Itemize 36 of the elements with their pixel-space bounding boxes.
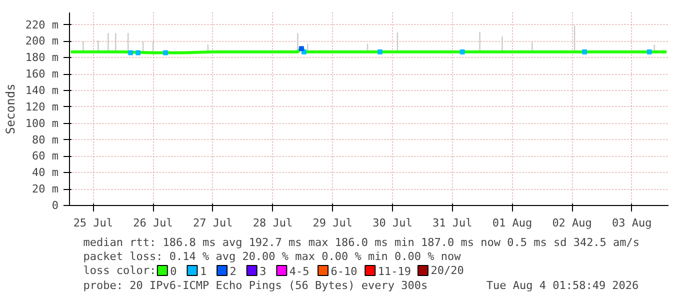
legend-label: 0 (170, 265, 177, 278)
text: median rtt: 186.8 ms avg 192.7 ms max 186.0 ms min 187.0 ms now 0.5 ms sd 342.5 am/s (83, 236, 640, 249)
y-tick-label: 60 m (32, 150, 59, 163)
y-tick-label: 220 m (25, 18, 59, 32)
y-tick-label: 80 m (32, 133, 59, 146)
x-tick-label: 27 Jul (193, 216, 233, 230)
legend-label: 2 (230, 265, 236, 278)
x-tick-label: 31 Jul (432, 216, 472, 230)
y-tick-label: 140 m (25, 84, 59, 98)
legend-label: 20/20 (430, 264, 464, 277)
legend-label: 4-5 (289, 265, 310, 278)
x-tick-label: 29 Jul (312, 216, 353, 230)
y-axis-title: Seconds (3, 84, 18, 134)
y-tick-label: 200 m (25, 34, 59, 48)
x-tick-label: 25 Jul (73, 216, 114, 230)
legend-label: 3 (260, 265, 266, 278)
x-tick-label: 01 Aug (492, 216, 532, 230)
x-tick-label: 02 Aug (552, 216, 592, 230)
y-tick-label: 100 m (25, 116, 59, 130)
y-tick-label: 160 m (25, 68, 59, 81)
x-tick-label: 28 Jul (252, 216, 293, 230)
x-tick-label: 03 Aug (612, 216, 652, 230)
y-tick-label: 0 (52, 199, 58, 212)
legend-title: loss color: (83, 264, 156, 277)
text: Tue Aug 4 01:58:49 2026 (486, 279, 639, 292)
legend-label: 1 (200, 265, 207, 278)
text: probe: 20 IPv6-ICMP Echo Pings (56 Bytes) every 300s (83, 279, 428, 292)
legend-label: 6-10 (330, 265, 358, 278)
y-tick-label: 20 m (32, 182, 59, 196)
legend-label: 11-19 (378, 265, 411, 278)
x-tick-label: 26 Jul (133, 216, 173, 230)
y-tick-label: 120 m (25, 100, 59, 114)
y-tick-label: 180 m (25, 51, 59, 64)
text: packet loss: 0.14 % avg 20.00 % max 0.00 % min 0.00 % now (83, 250, 462, 263)
x-tick-label: 30 Jul (372, 216, 412, 230)
y-tick-label: 40 m (32, 166, 59, 180)
